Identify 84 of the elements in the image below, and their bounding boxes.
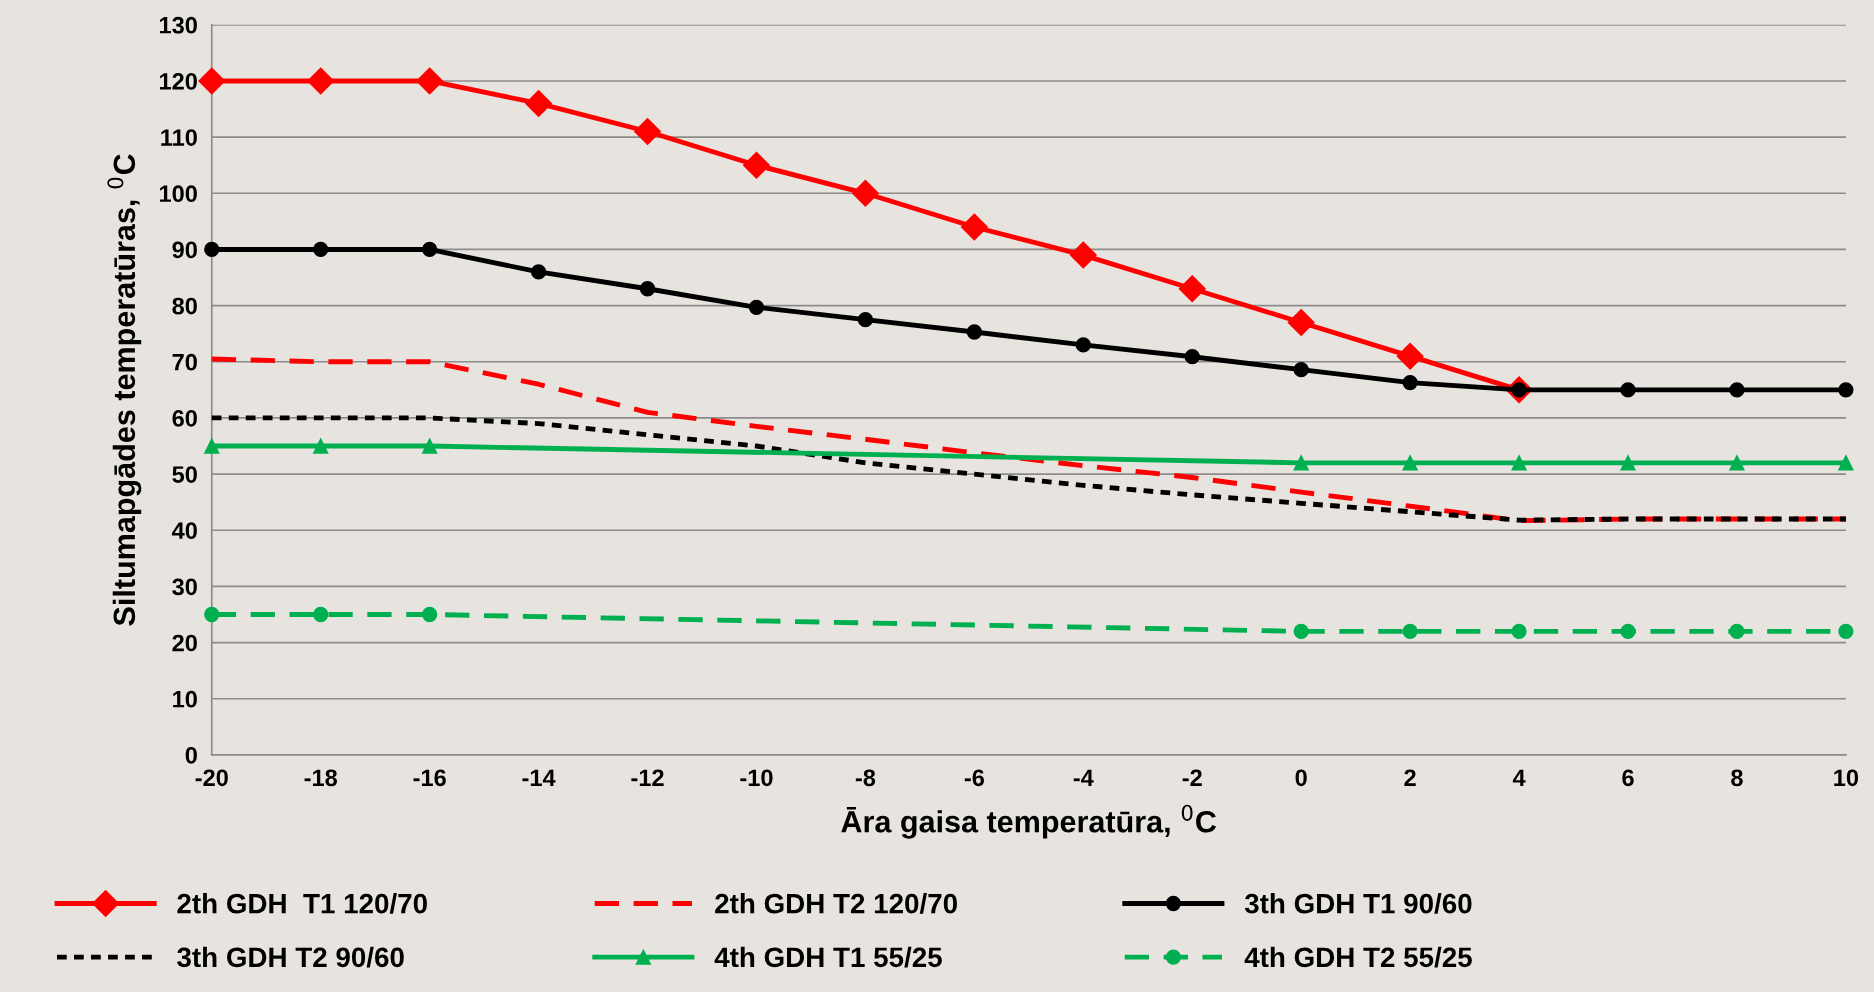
point [966, 324, 982, 340]
y-tick-label: 30 [172, 578, 197, 596]
x-tick-label: -6 [964, 769, 984, 787]
y-axis-title: Siltumapgādes temperatūras, $^{0}$C [107, 154, 142, 626]
point [416, 67, 444, 95]
x-tick-label: -14 [522, 769, 556, 786]
point [1402, 374, 1418, 391]
x-tick-label: -16 [413, 769, 446, 787]
legend-label: 2th GDH T1 120/70 [177, 893, 427, 914]
legend-label: 3th GDH T1 90/60 [1244, 893, 1472, 914]
point [1511, 623, 1527, 639]
point [204, 438, 220, 454]
point [634, 118, 661, 145]
point [1402, 623, 1418, 639]
legend-label: 4th GDH T2 55/25 [1244, 946, 1472, 968]
point [1511, 455, 1527, 471]
point [204, 241, 220, 258]
point [1178, 275, 1206, 303]
point [1838, 382, 1854, 398]
y-tick-label: 120 [159, 73, 197, 90]
point [313, 241, 329, 258]
point [422, 438, 438, 454]
x-tick-label: 2 [1404, 769, 1416, 786]
point [1620, 382, 1636, 398]
y-tick-label: 20 [172, 634, 197, 652]
point [198, 67, 226, 95]
point [639, 281, 656, 297]
legend-label: 4th GDH T1 55/25 [714, 946, 942, 968]
point [313, 438, 329, 454]
x-tick-label: -8 [855, 769, 876, 787]
point [1838, 623, 1854, 639]
y-tick-label: 100 [159, 185, 197, 203]
point [1184, 349, 1200, 365]
point [1729, 455, 1745, 471]
y-tick-label: 70 [172, 353, 197, 371]
y-tick-label: 40 [171, 522, 197, 540]
point [525, 89, 553, 117]
x-tick-label: -2 [1182, 769, 1202, 786]
point [1620, 623, 1636, 639]
y-tick-label: 10 [173, 690, 197, 708]
point [422, 241, 438, 258]
point [748, 299, 765, 315]
x-tick-label: -12 [631, 769, 664, 786]
point [1729, 623, 1745, 639]
x-tick-label: 0 [1295, 769, 1307, 787]
point [1293, 455, 1309, 471]
x-tick-label: -10 [740, 769, 773, 787]
point [1729, 382, 1745, 398]
point [1075, 337, 1091, 353]
point [851, 179, 879, 207]
x-tick-label: -20 [195, 769, 228, 787]
point [307, 67, 335, 95]
y-tick-label: 80 [172, 297, 197, 315]
point [1069, 241, 1097, 269]
y-tick-label: 60 [172, 410, 197, 427]
point [1293, 361, 1309, 378]
point [1402, 455, 1418, 471]
point [530, 264, 547, 280]
point [422, 606, 438, 623]
y-tick-label: 0 [185, 746, 197, 764]
x-tick-label: 8 [1731, 769, 1743, 787]
x-tick-label: 6 [1622, 769, 1634, 787]
legend-label: 2th GDH T2 120/70 [715, 893, 957, 914]
point [204, 606, 220, 623]
legend-label: 3th GDH T2 90/60 [177, 946, 404, 968]
point [743, 151, 770, 179]
point [857, 312, 874, 328]
x-tick-label: 10 [1834, 769, 1859, 787]
x-axis-title: Āra gaisa temperatūra, $^{0}$C [841, 804, 1217, 839]
y-tick-label: 90 [172, 241, 197, 259]
point [1396, 342, 1424, 370]
y-tick-label: 130 [159, 16, 197, 34]
x-tick-label: -18 [304, 769, 338, 787]
point [960, 213, 988, 241]
point [1620, 455, 1636, 471]
point [313, 606, 329, 623]
point [1293, 623, 1309, 639]
point [1838, 455, 1854, 471]
point [1287, 308, 1315, 336]
y-tick-label: 50 [172, 466, 197, 483]
y-tick-label: 110 [161, 129, 197, 146]
line-series [209, 415, 1849, 523]
x-tick-label: 4 [1512, 769, 1526, 786]
x-tick-label: -4 [1073, 769, 1094, 786]
